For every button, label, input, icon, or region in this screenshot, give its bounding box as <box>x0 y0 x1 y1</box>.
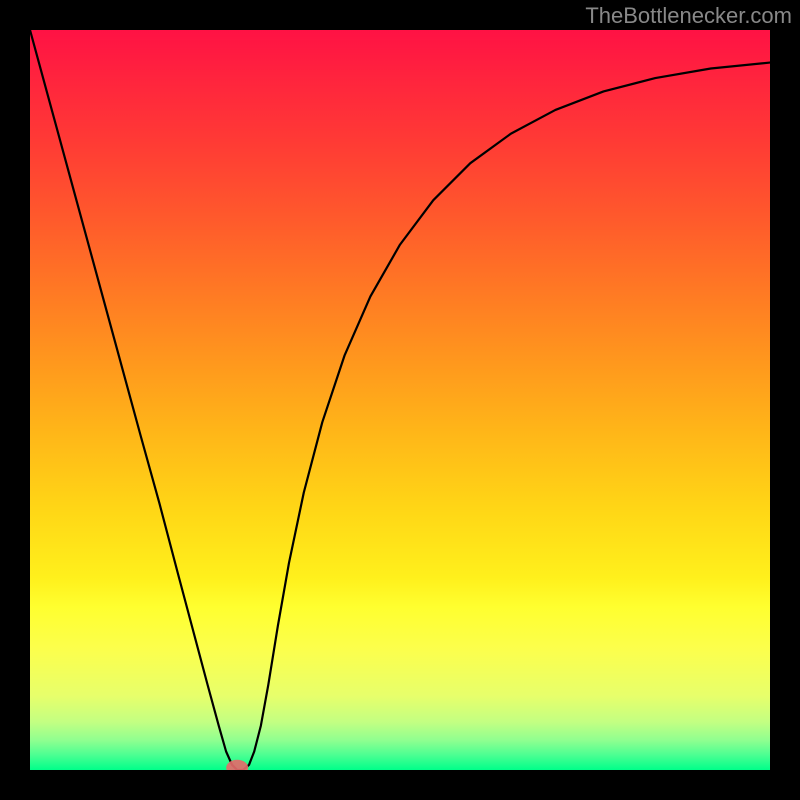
plot-area <box>30 30 770 770</box>
gradient-background <box>30 30 770 770</box>
watermark-text: TheBottlenecker.com <box>585 3 792 29</box>
frame-right <box>770 0 800 800</box>
frame-left <box>0 0 30 800</box>
frame-bottom <box>0 770 800 800</box>
chart-container: TheBottlenecker.com <box>0 0 800 800</box>
